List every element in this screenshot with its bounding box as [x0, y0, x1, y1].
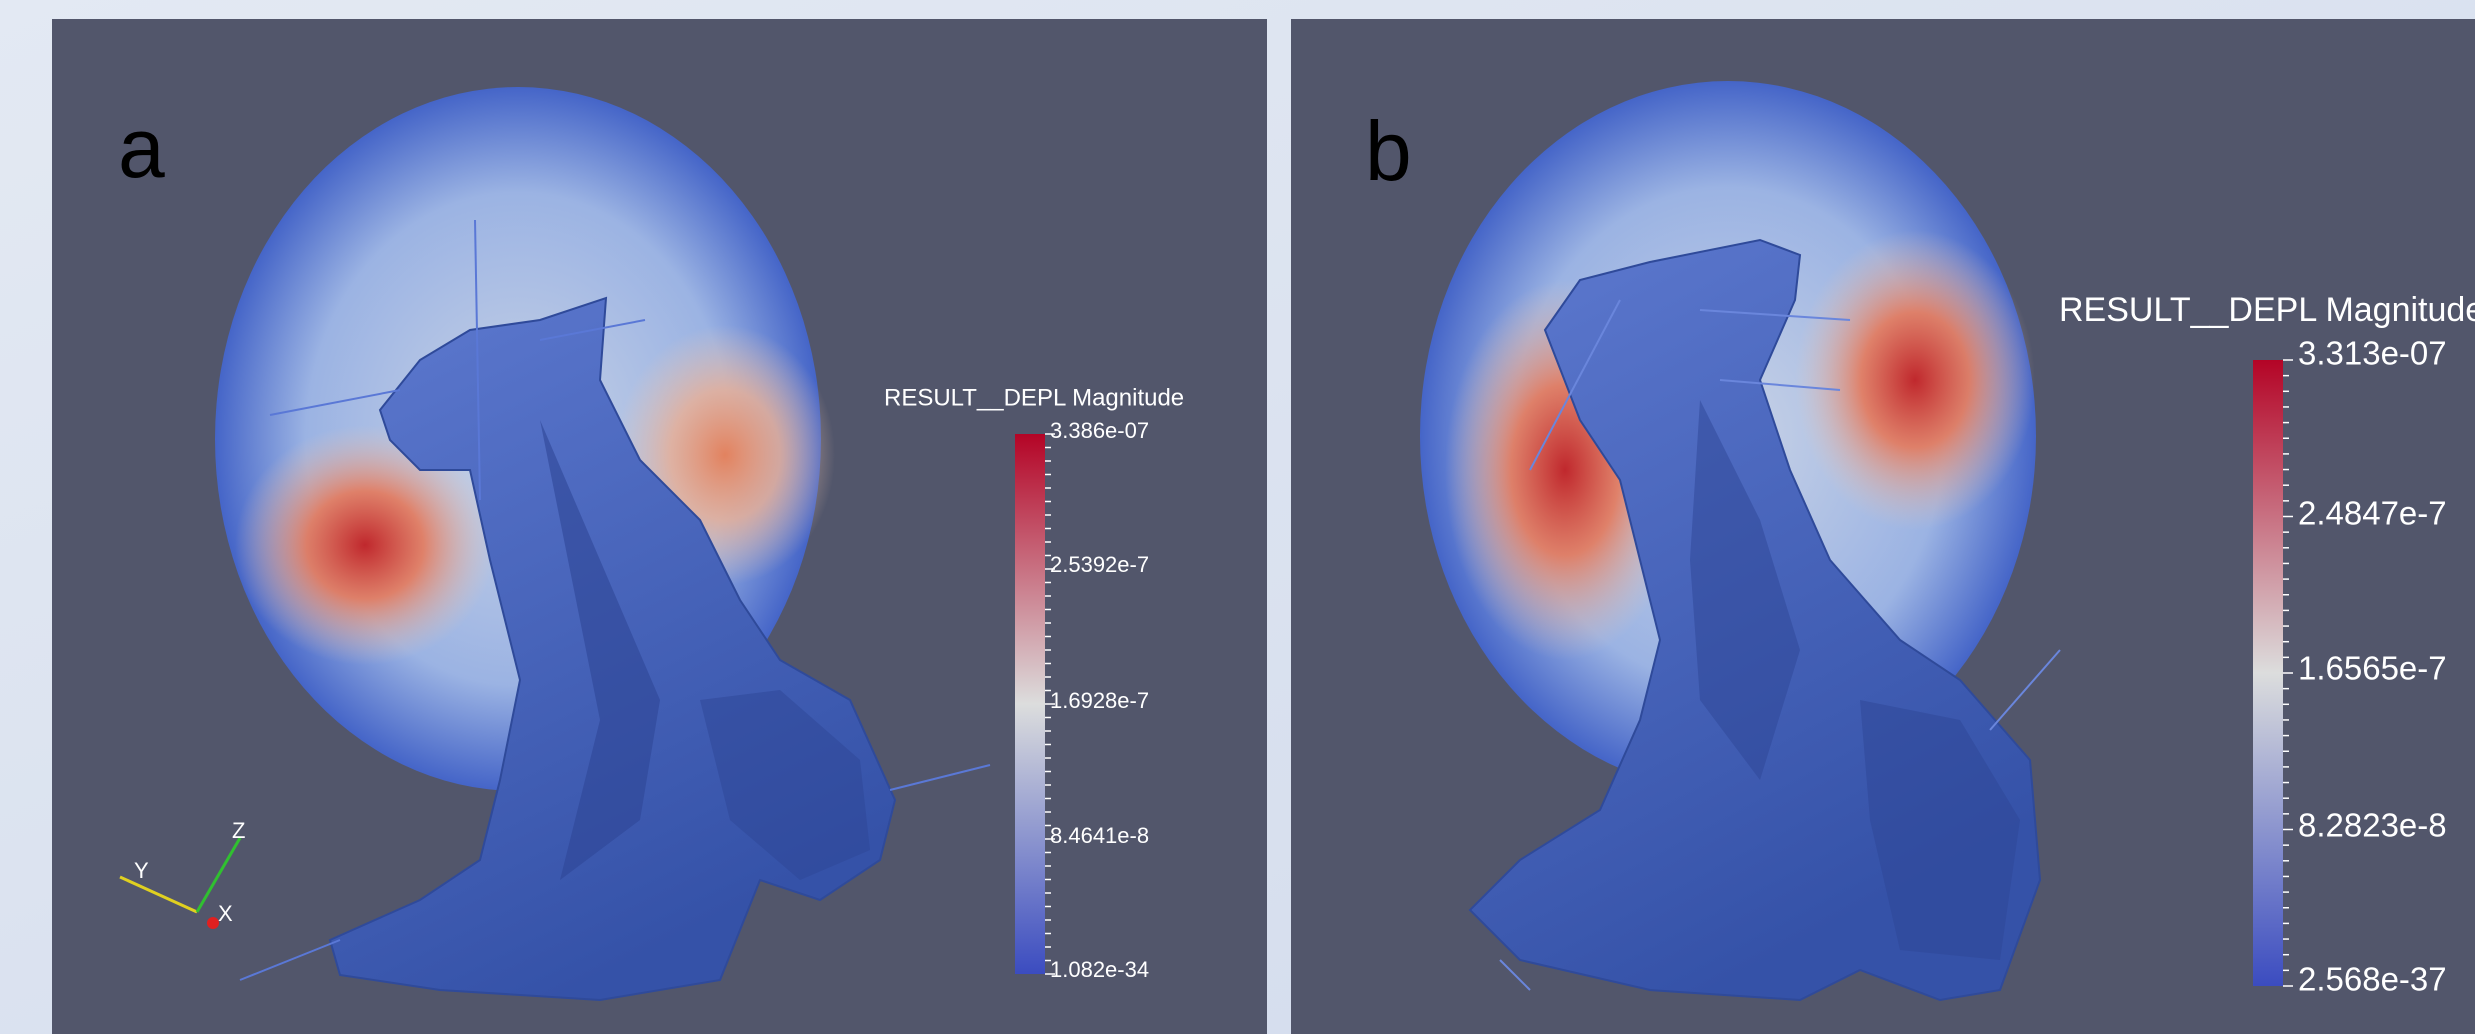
colorbar-label: 8.4641e-8: [1050, 823, 1149, 848]
panel-a: a RESULT__DEPL Magnitude 3.386e-07 2.539…: [52, 19, 1267, 1034]
panel-label: a: [118, 101, 165, 195]
colorbar-label: 2.568e-37: [2298, 961, 2447, 998]
colorbar-label: 1.082e-34: [1050, 957, 1149, 982]
colorbar: [2253, 360, 2283, 986]
hot-spot: [1795, 230, 2035, 530]
axis-label: X: [218, 901, 233, 926]
panel-b: b RESULT__DEPL Magnitude 3.313e-07 2.484…: [1291, 19, 2475, 1034]
colorbar-title: RESULT__DEPL Magnitude: [884, 384, 1184, 411]
figure: a RESULT__DEPL Magnitude 3.386e-07 2.539…: [0, 0, 2475, 1034]
colorbar-label: 3.313e-07: [2298, 335, 2447, 372]
colorbar-label: 8.2823e-8: [2298, 807, 2447, 844]
colorbar-label: 1.6565e-7: [2298, 650, 2447, 687]
page: {"panels": [ {"label": "a", "colorbar": …: [0, 0, 2475, 1034]
panel-label: b: [1365, 104, 1412, 198]
colorbar: [1015, 434, 1045, 974]
colorbar-label: 1.6928e-7: [1050, 688, 1149, 713]
axis-label: Z: [232, 818, 245, 843]
axis-label: Y: [134, 858, 149, 883]
colorbar-label: 2.4847e-7: [2298, 495, 2447, 532]
colorbar-title: RESULT__DEPL Magnitude: [2059, 291, 2475, 329]
colorbar-label: 2.5392e-7: [1050, 552, 1149, 577]
colorbar-label: 3.386e-07: [1050, 418, 1149, 443]
